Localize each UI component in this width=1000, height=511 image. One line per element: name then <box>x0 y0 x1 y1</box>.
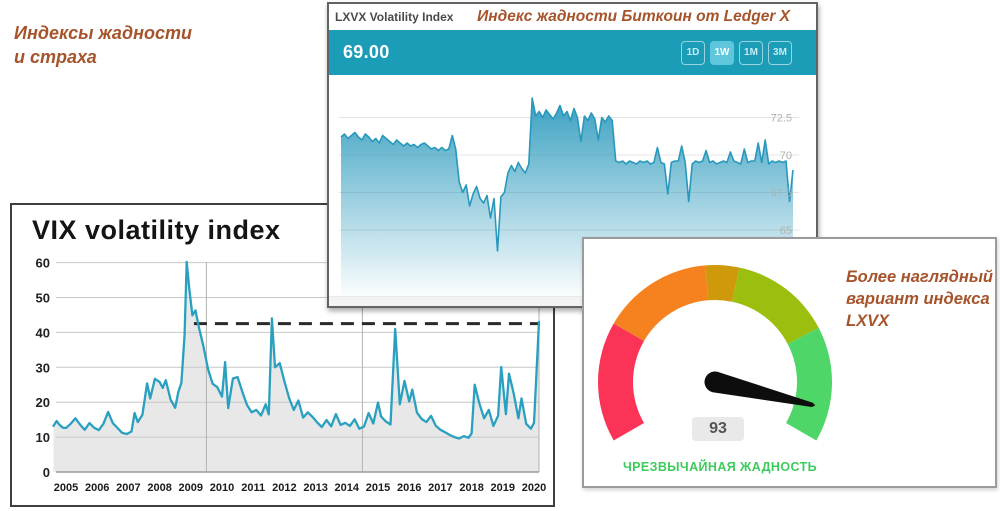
vix-x-tick: 2013 <box>303 482 327 494</box>
vix-x-tick: 2020 <box>522 482 546 494</box>
vix-area-fill <box>53 261 539 472</box>
vix-x-tick: 2011 <box>241 482 265 494</box>
vix-x-tick: 2017 <box>428 482 452 494</box>
gauge-caption-line1: Более наглядный <box>846 268 994 286</box>
lxvx-header-title: LXVX Volatility Index <box>335 10 454 24</box>
vix-y-tick: 10 <box>36 430 50 445</box>
vix-x-tick: 2010 <box>210 482 234 494</box>
gauge-caption-line2: вариант индекса <box>846 289 990 308</box>
range-button-1m[interactable]: 1M <box>739 40 763 65</box>
vix-x-tick: 2018 <box>459 482 483 494</box>
vix-y-tick: 60 <box>36 256 50 271</box>
gauge-caption-line3: LXVX <box>846 311 890 330</box>
greed-gauge-panel: 93 ЧРЕЗВЫЧАЙНАЯ ЖАДНОСТЬ Более наглядный… <box>582 237 997 488</box>
lxvx-toolbar: 69.00 1D 1W 1M 3M <box>329 30 816 75</box>
gauge-segment <box>613 265 709 341</box>
vix-chart: 0 10 20 30 40 50 60 2005 2006 2007 2008 2009 2010 201… <box>36 256 547 494</box>
range-button-1d[interactable]: 1D <box>681 40 705 65</box>
gauge-needle <box>704 371 816 407</box>
lxvx-series-line <box>340 97 794 252</box>
vix-y-tick: 0 <box>43 465 50 480</box>
lxvx-current-value: 69.00 <box>343 42 390 62</box>
vix-x-tick: 2005 <box>54 482 78 494</box>
vix-y-tick: 50 <box>36 291 50 306</box>
gauge-segment <box>705 265 740 302</box>
vix-x-tick: 2014 <box>335 482 360 494</box>
gauge-value-badge: 93 <box>692 417 744 441</box>
vix-x-tick: 2009 <box>179 482 203 494</box>
vix-y-tick: 30 <box>36 360 50 375</box>
vix-y-tick: 40 <box>36 325 50 340</box>
slide-title-line2: и страха <box>14 46 97 67</box>
lxvx-y-tick: 72.5 <box>771 113 792 125</box>
greed-gauge <box>598 265 833 441</box>
slide-title: Индексы жадности и страха <box>14 22 192 70</box>
vix-series-line <box>52 260 541 440</box>
vix-x-tick: 2008 <box>147 482 171 494</box>
lxvx-y-tick: 65 <box>780 225 792 237</box>
vix-x-tick: 2007 <box>116 482 140 494</box>
range-button-group: 1D 1W 1M 3M <box>681 40 792 65</box>
lxvx-header: LXVX Volatility Index Индекс жадности Би… <box>329 4 816 30</box>
gauge-caption: Более наглядный вариант индекса LXVX <box>846 267 993 332</box>
slide-title-line1: Индексы жадности <box>14 23 192 43</box>
vix-x-tick: 2019 <box>491 482 515 494</box>
gauge-segment <box>598 323 644 441</box>
gauge-status-label: ЧРЕЗВЫЧАЙНАЯ ЖАДНОСТЬ <box>622 460 818 474</box>
vix-y-tick: 20 <box>36 395 50 410</box>
vix-chart-title: VIX volatility index <box>32 215 281 245</box>
vix-x-tick: 2015 <box>366 482 390 494</box>
lxvx-y-tick: 67.5 <box>771 188 792 200</box>
range-button-1w[interactable]: 1W <box>710 40 734 65</box>
vix-x-tick: 2006 <box>85 482 109 494</box>
lxvx-y-tick: 70 <box>780 150 792 162</box>
lxvx-header-caption: Индекс жадности Биткоин от Ledger X <box>477 8 790 25</box>
vix-x-tick: 2012 <box>272 482 296 494</box>
range-button-3m[interactable]: 3M <box>768 40 792 65</box>
lxvx-footer-strip <box>329 296 816 306</box>
vix-x-tick: 2016 <box>397 482 421 494</box>
gauge-segment <box>732 267 819 345</box>
gauge-segment <box>786 327 833 441</box>
